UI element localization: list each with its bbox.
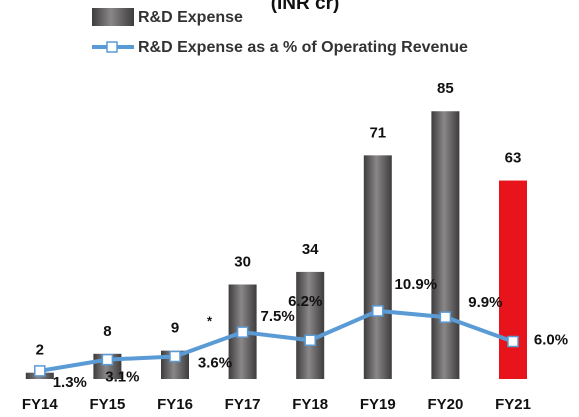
bar — [431, 111, 460, 379]
bar-value-label: 34 — [302, 241, 319, 258]
legend-label: R&D Expense — [138, 9, 243, 26]
line-marker — [372, 305, 384, 317]
line-value-label: 7.5% — [260, 308, 294, 325]
x-tick-label: FY14 — [22, 396, 59, 413]
legend-swatch-marker — [106, 41, 118, 53]
x-tick-label: FY17 — [225, 396, 261, 413]
chart-title: (INR cr) — [271, 0, 340, 14]
bar-value-label: 30 — [234, 253, 251, 270]
x-tick-label: FY18 — [292, 396, 328, 413]
line — [39, 308, 514, 373]
bar — [363, 155, 392, 379]
legend-swatch-bar — [92, 8, 134, 26]
line-marker — [439, 311, 452, 323]
bar-value-label: 9 — [171, 320, 179, 337]
x-tick-label: FY19 — [360, 396, 396, 413]
line-value-label: 10.9% — [395, 276, 438, 293]
x-tick-label: FY20 — [427, 396, 463, 413]
legend-label: R&D Expense as a % of Operating Revenue — [138, 39, 468, 56]
line-marker — [304, 334, 316, 347]
annotation: * — [207, 313, 213, 328]
line-marker — [169, 350, 181, 363]
line-value-label: 1.3% — [53, 374, 87, 391]
line-value-label: 3.6% — [198, 354, 232, 371]
x-tick-label: FY15 — [89, 396, 125, 413]
bar — [296, 271, 325, 379]
x-tick-label: FY16 — [157, 396, 193, 413]
bar-value-label: 71 — [369, 124, 386, 141]
line-marker — [34, 365, 46, 377]
bar-value-label: 85 — [437, 80, 454, 97]
line-marker — [236, 326, 249, 338]
line-value-label: 6.2% — [288, 293, 322, 310]
bar-value-label: 8 — [103, 323, 111, 340]
line-value-label: 9.9% — [468, 294, 502, 311]
bar-value-label: 2 — [36, 342, 44, 359]
line-marker — [507, 335, 519, 348]
x-tick-label: FY21 — [495, 396, 531, 413]
bar-value-label: 63 — [505, 150, 522, 167]
line-value-label: 3.1% — [105, 369, 139, 386]
line-marker — [101, 353, 114, 366]
line-value-label: 6.0% — [534, 331, 568, 348]
bar — [499, 180, 527, 379]
